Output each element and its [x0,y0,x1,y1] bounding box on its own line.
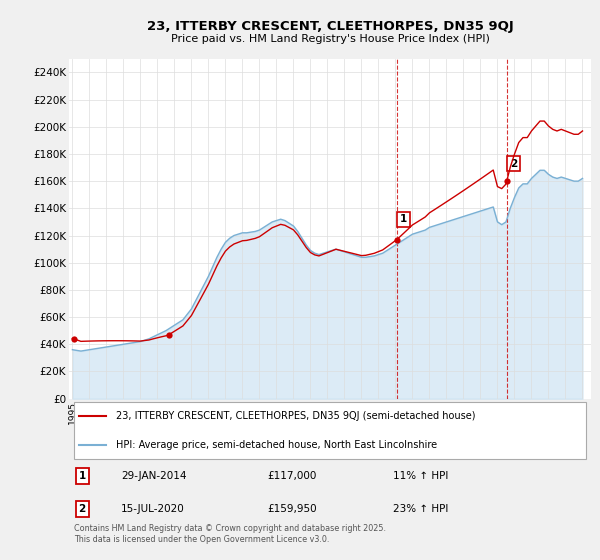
Text: 2: 2 [510,158,517,169]
Text: 1: 1 [400,214,407,224]
FancyBboxPatch shape [74,402,586,459]
Text: Contains HM Land Registry data © Crown copyright and database right 2025.
This d: Contains HM Land Registry data © Crown c… [74,524,386,544]
Text: 29-JAN-2014: 29-JAN-2014 [121,470,187,480]
Text: 15-JUL-2020: 15-JUL-2020 [121,505,185,514]
Text: £117,000: £117,000 [268,470,317,480]
Text: 23, ITTERBY CRESCENT, CLEETHORPES, DN35 9QJ: 23, ITTERBY CRESCENT, CLEETHORPES, DN35 … [146,20,514,32]
Text: 11% ↑ HPI: 11% ↑ HPI [392,470,448,480]
Text: 2: 2 [79,505,86,514]
Text: 23% ↑ HPI: 23% ↑ HPI [392,505,448,514]
Text: HPI: Average price, semi-detached house, North East Lincolnshire: HPI: Average price, semi-detached house,… [116,440,437,450]
Text: 23, ITTERBY CRESCENT, CLEETHORPES, DN35 9QJ (semi-detached house): 23, ITTERBY CRESCENT, CLEETHORPES, DN35 … [116,412,475,422]
Text: £159,950: £159,950 [268,505,317,514]
Text: Price paid vs. HM Land Registry's House Price Index (HPI): Price paid vs. HM Land Registry's House … [170,34,490,44]
Text: 1: 1 [79,470,86,480]
